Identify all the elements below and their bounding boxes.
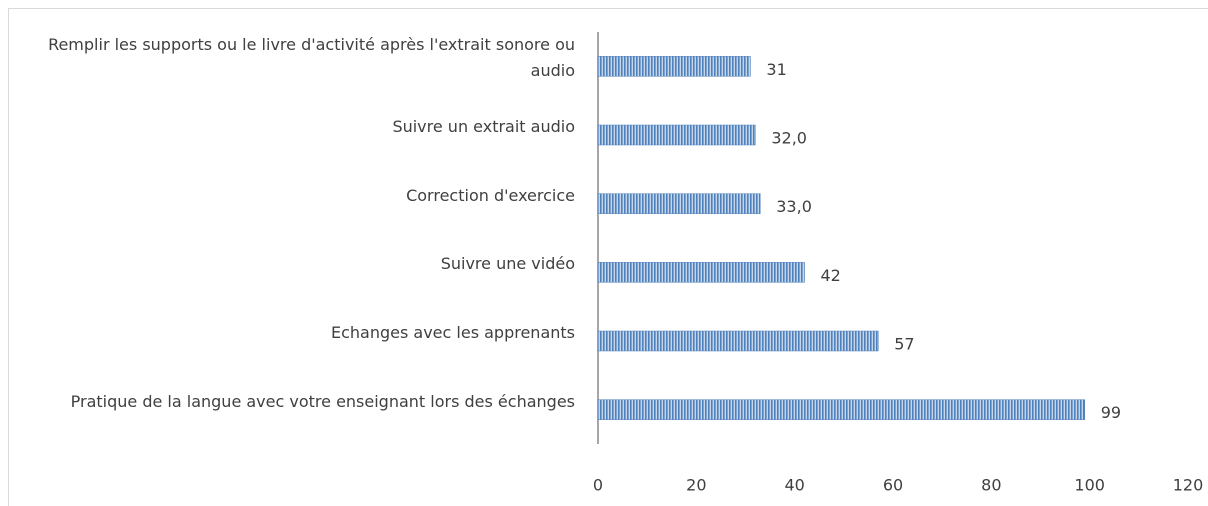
chart-border: [8, 8, 1208, 506]
y-tick-label: Correction d'exercice: [406, 185, 575, 205]
x-tick-label: 120: [1173, 476, 1204, 495]
bar: [597, 193, 761, 214]
bar: [597, 399, 1085, 420]
x-tick-label: 80: [981, 476, 1001, 495]
x-tick-label: 0: [593, 476, 603, 495]
bar: [597, 124, 756, 146]
data-label: 57: [894, 335, 914, 354]
y-tick-label: Suivre une vidéo: [440, 254, 575, 274]
y-tick-label: Echanges avec les apprenants: [330, 323, 575, 342]
x-tick-label: 60: [883, 476, 903, 495]
x-tick-label: 100: [1074, 476, 1105, 495]
bar: [597, 56, 751, 77]
y-tick-label: Remplir les supports ou le livre d'activ…: [48, 35, 575, 81]
data-label: 99: [1101, 403, 1121, 422]
data-label: 32,0: [771, 129, 807, 148]
data-label: 33,0: [776, 197, 812, 216]
bar: [597, 262, 805, 283]
x-tick-label: 40: [784, 476, 804, 495]
bar: [597, 330, 879, 352]
data-label: 42: [821, 266, 841, 285]
y-tick-label: Pratique de la langue avec votre enseign…: [70, 391, 575, 411]
y-tick-label: Suivre un extrait audio: [392, 117, 575, 136]
x-tick-label: 20: [686, 476, 706, 495]
data-label: 31: [766, 60, 786, 79]
